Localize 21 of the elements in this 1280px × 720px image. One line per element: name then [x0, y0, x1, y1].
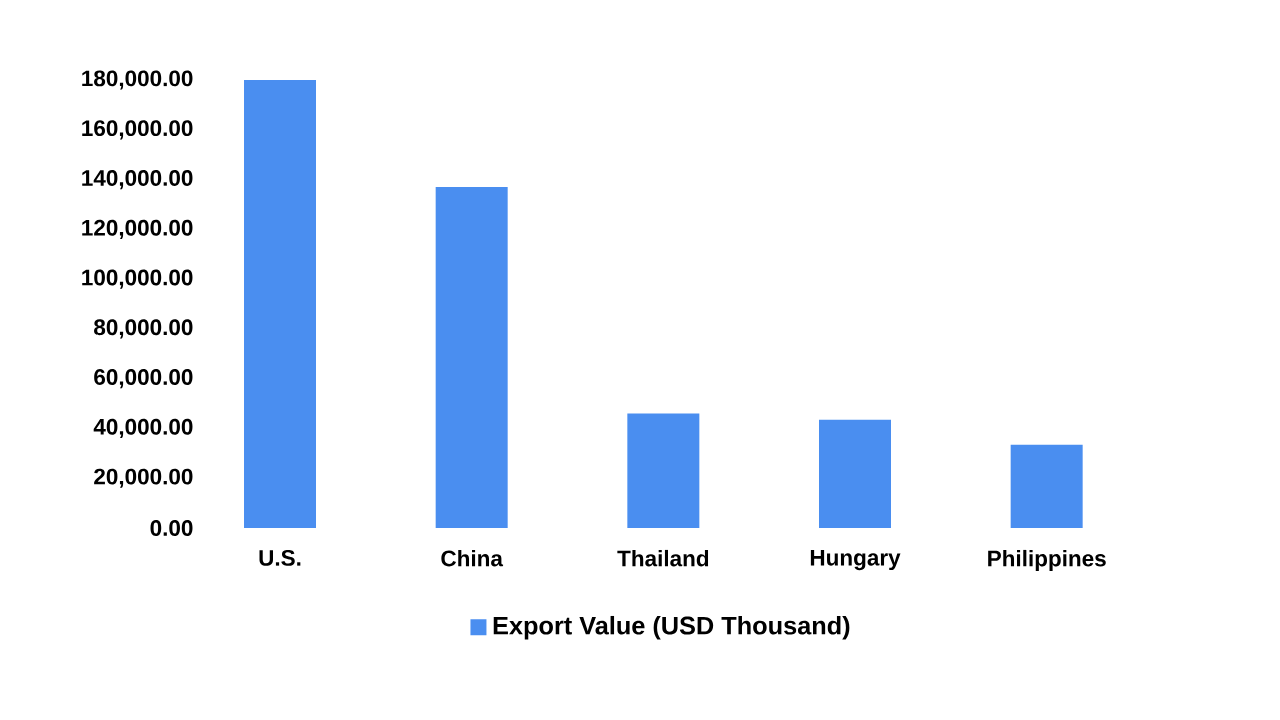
y-tick-label: 0.00	[150, 520, 193, 536]
y-tick-label: 140,000.00	[82, 169, 193, 190]
x-tick-label: Philippines	[988, 549, 1106, 571]
x-tick-label: Thailand	[617, 549, 709, 567]
x-tick-label: China	[441, 549, 504, 567]
legend-label: Export Value (USD Thousand)	[493, 615, 850, 640]
x-tick-label: U.S.	[259, 549, 301, 566]
bar	[1010, 444, 1083, 529]
y-tick-label: 180,000.00	[82, 70, 193, 90]
y-tick-label: 160,000.00	[82, 120, 193, 140]
y-tick-label: 100,000.00	[82, 269, 193, 289]
y-tick-label: 40,000.00	[93, 418, 193, 439]
y-tick-label: 120,000.00	[82, 219, 193, 239]
y-tick-label: 20,000.00	[94, 468, 193, 488]
x-tick-label: Hungary	[810, 549, 901, 571]
bar	[819, 419, 891, 529]
bar	[435, 187, 508, 529]
bar	[627, 413, 700, 529]
y-tick-label: 60,000.00	[94, 369, 193, 389]
y-tick-label: 80,000.00	[94, 319, 193, 339]
bar	[244, 80, 317, 529]
